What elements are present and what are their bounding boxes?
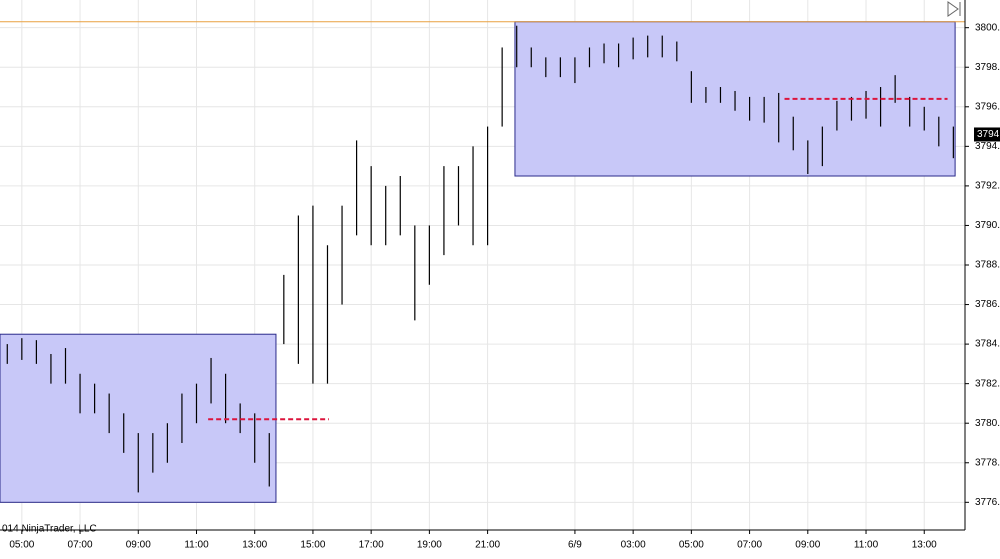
x-tick-label: 13:00 xyxy=(242,540,267,551)
y-tick-label: 3796. xyxy=(975,101,1000,112)
y-tick-label: 3784. xyxy=(975,339,1000,350)
copyright: 014 NinjaTrader, LLC xyxy=(2,524,97,535)
y-tick-label: 3798. xyxy=(975,62,1000,73)
y-tick-label: 3788. xyxy=(975,260,1000,271)
x-tick-label: 09:00 xyxy=(795,540,820,551)
x-tick-label: 11:00 xyxy=(184,540,209,551)
y-tick-label: 3790. xyxy=(975,220,1000,231)
y-tick-label: 3780. xyxy=(975,418,1000,429)
x-tick-label: 19:00 xyxy=(417,540,442,551)
x-tick-label: 17:00 xyxy=(359,540,384,551)
x-tick-label: 05:00 xyxy=(679,540,704,551)
y-tick-label: 3792. xyxy=(975,181,1000,192)
x-tick-label: 11:00 xyxy=(854,540,879,551)
y-tick-label: 3786. xyxy=(975,299,1000,310)
x-tick-label: 07:00 xyxy=(68,540,93,551)
last-price-marker xyxy=(974,127,1000,142)
x-tick-label: 03:00 xyxy=(621,540,646,551)
y-tick-label: 3776. xyxy=(975,497,1000,508)
x-tick-label: 21:00 xyxy=(475,540,500,551)
x-tick-label: 13:00 xyxy=(912,540,937,551)
x-tick-label: 05:00 xyxy=(9,540,34,551)
y-tick-label: 3782. xyxy=(975,378,1000,389)
x-tick-label: 6/9 xyxy=(568,540,582,551)
x-tick-label: 15:00 xyxy=(300,540,325,551)
y-tick-label: 3800. xyxy=(975,22,1000,33)
x-tick-label: 09:00 xyxy=(126,540,151,551)
scroll-end-button[interactable] xyxy=(947,1,961,17)
last-price-label: 3794. xyxy=(977,129,1000,140)
y-tick-label: 3794. xyxy=(975,141,1000,152)
x-tick-label: 07:00 xyxy=(737,540,762,551)
y-tick-label: 3778. xyxy=(975,457,1000,468)
